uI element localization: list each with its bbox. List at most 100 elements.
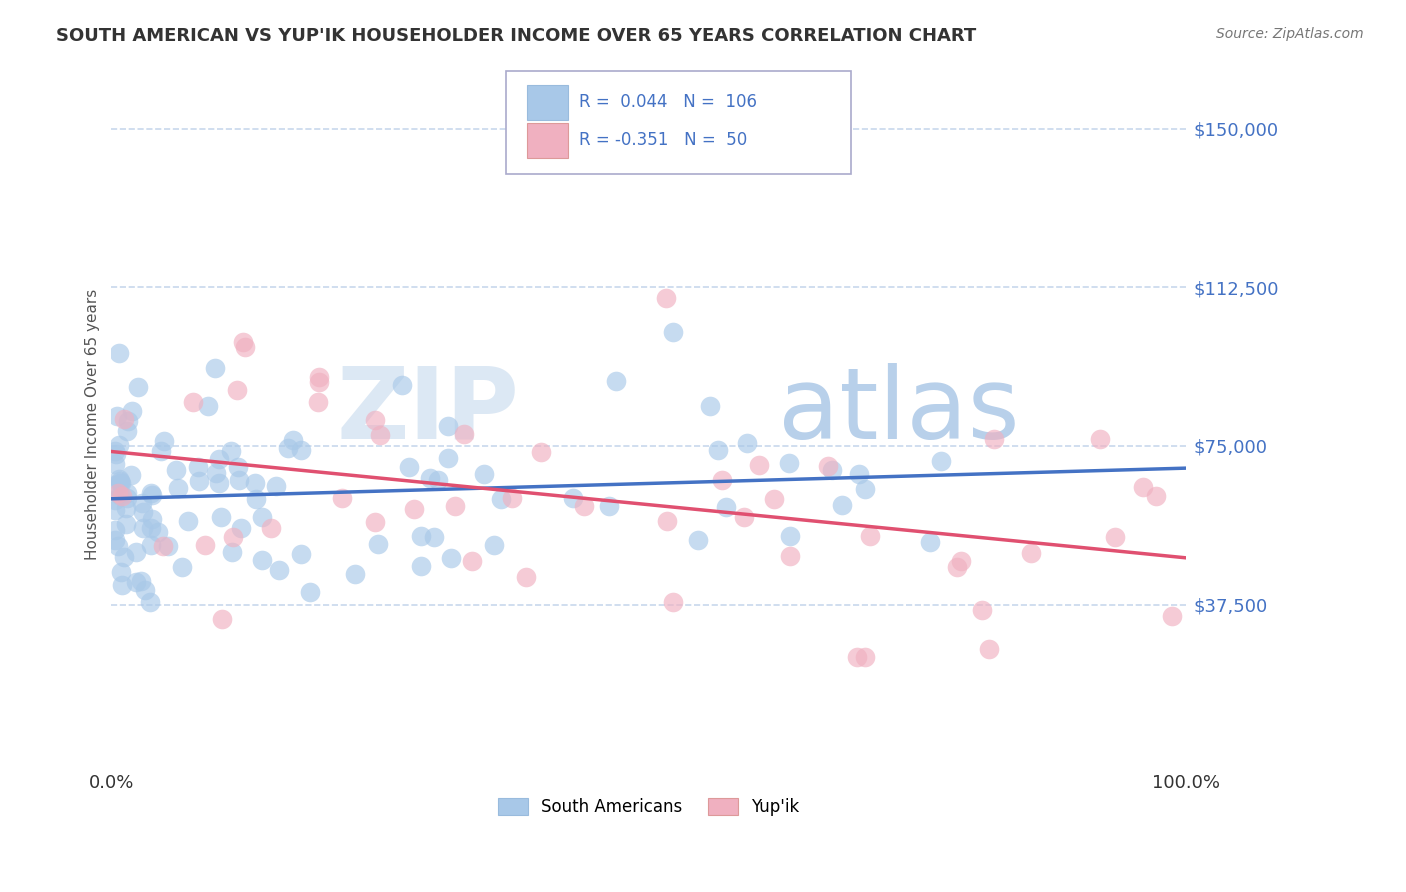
Point: [172, 560, 194, 574]
Point: [115, 501, 138, 516]
Point: [821, 463, 844, 477]
Point: [104, 533, 127, 548]
Point: [243, 476, 266, 491]
Text: SOUTH AMERICAN VS YUP'IK HOUSEHOLDER INCOME OVER 65 YEARS CORRELATION CHART: SOUTH AMERICAN VS YUP'IK HOUSEHOLDER INC…: [56, 27, 977, 45]
Point: [197, 399, 219, 413]
Point: [115, 491, 138, 506]
Text: atlas: atlas: [778, 363, 1019, 459]
Point: [260, 521, 283, 535]
Point: [605, 374, 627, 388]
Point: [308, 370, 330, 384]
Point: [710, 474, 733, 488]
Point: [748, 458, 770, 472]
Point: [107, 437, 129, 451]
Point: [111, 578, 134, 592]
Point: [110, 476, 132, 491]
Point: [127, 380, 149, 394]
Point: [111, 489, 134, 503]
Point: [779, 529, 801, 543]
Legend: South Americans, Yup'ik: South Americans, Yup'ik: [492, 791, 806, 822]
Point: [115, 424, 138, 438]
Point: [1021, 546, 1043, 560]
Point: [437, 450, 460, 465]
Point: [245, 492, 267, 507]
Point: [423, 530, 446, 544]
Point: [368, 428, 391, 442]
Point: [139, 521, 162, 535]
Point: [707, 442, 730, 457]
Point: [763, 491, 786, 506]
Point: [205, 467, 228, 481]
Point: [598, 500, 620, 514]
Point: [714, 500, 737, 515]
Point: [120, 467, 142, 482]
Point: [104, 493, 127, 508]
Point: [108, 476, 131, 491]
Point: [225, 383, 247, 397]
Point: [437, 419, 460, 434]
Point: [501, 491, 523, 506]
Point: [1144, 489, 1167, 503]
Point: [778, 456, 800, 470]
Point: [110, 565, 132, 579]
Point: [364, 413, 387, 427]
Point: [107, 486, 129, 500]
Point: [129, 574, 152, 589]
Point: [208, 451, 231, 466]
Point: [419, 470, 441, 484]
Point: [146, 524, 169, 539]
Point: [209, 509, 232, 524]
Point: [107, 472, 129, 486]
Point: [737, 435, 759, 450]
Point: [131, 496, 153, 510]
Point: [411, 528, 433, 542]
Point: [283, 433, 305, 447]
Point: [267, 563, 290, 577]
Point: [453, 426, 475, 441]
Point: [277, 441, 299, 455]
Point: [141, 511, 163, 525]
Point: [1132, 480, 1154, 494]
Point: [950, 554, 973, 568]
Point: [460, 554, 482, 568]
Point: [132, 521, 155, 535]
Point: [530, 445, 553, 459]
Point: [929, 454, 952, 468]
Text: R =  0.044   N =  106: R = 0.044 N = 106: [579, 93, 758, 111]
Point: [104, 478, 127, 492]
Point: [367, 537, 389, 551]
Point: [222, 530, 245, 544]
Point: [562, 491, 585, 505]
Point: [250, 553, 273, 567]
Point: [132, 505, 155, 519]
Point: [391, 378, 413, 392]
Point: [699, 399, 721, 413]
Point: [187, 460, 209, 475]
Point: [489, 491, 512, 506]
Point: [232, 335, 254, 350]
Point: [194, 538, 217, 552]
Point: [104, 443, 127, 458]
Point: [299, 584, 322, 599]
Point: [125, 575, 148, 590]
Point: [165, 463, 187, 477]
Point: [235, 340, 257, 354]
Point: [104, 503, 127, 517]
Point: [859, 528, 882, 542]
Point: [657, 514, 679, 528]
Point: [945, 560, 967, 574]
Point: [153, 434, 176, 448]
Point: [141, 488, 163, 502]
Point: [221, 545, 243, 559]
Point: [264, 479, 287, 493]
Point: [398, 460, 420, 475]
Point: [250, 509, 273, 524]
Point: [112, 411, 135, 425]
Point: [115, 516, 138, 531]
Point: [846, 650, 869, 665]
Point: [979, 642, 1001, 657]
Point: [853, 650, 876, 665]
Y-axis label: Householder Income Over 65 years: Householder Income Over 65 years: [86, 289, 100, 560]
Point: [181, 395, 204, 409]
Point: [139, 485, 162, 500]
